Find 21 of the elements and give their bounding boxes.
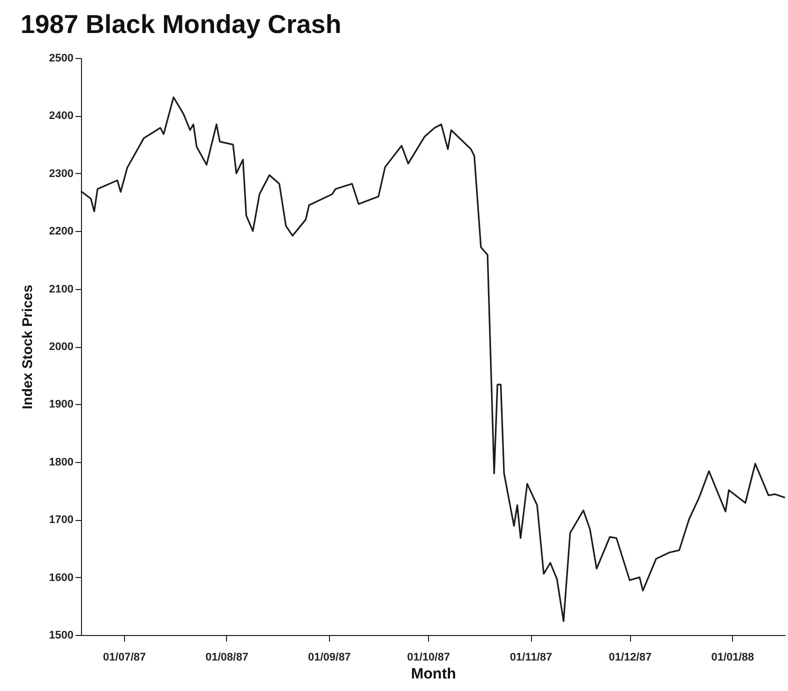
x-tick-label: 01/09/87	[308, 652, 351, 664]
x-tick-label: 01/08/87	[206, 652, 248, 664]
y-axis-title: Index Stock Prices	[19, 284, 36, 410]
chart-title: 1987 Black Monday Crash	[20, 9, 342, 39]
y-tick-label: 1800	[49, 456, 74, 468]
y-tick-label: 1700	[49, 514, 74, 526]
y-tick-label: 1900	[49, 398, 74, 411]
y-tick-label: 2200	[49, 226, 74, 238]
y-tick-label: 1500	[49, 630, 74, 642]
y-tick-label: 2400	[49, 110, 74, 122]
x-tick-label: 01/10/87	[407, 652, 450, 664]
x-tick-label: 01/11/87	[510, 652, 552, 664]
x-tick-label: 01/07/87	[103, 652, 146, 664]
x-tick-label: 01/01/88	[711, 652, 754, 664]
y-tick-label: 1600	[49, 572, 74, 584]
x-tick-label: 01/12/87	[608, 652, 652, 664]
y-tick-label: 2300	[49, 168, 74, 180]
y-tick-label: 2500	[49, 52, 74, 64]
y-tick-label: 2100	[49, 283, 74, 296]
y-tick-label: 2000	[49, 341, 74, 353]
x-axis-title: Month	[411, 666, 456, 682]
